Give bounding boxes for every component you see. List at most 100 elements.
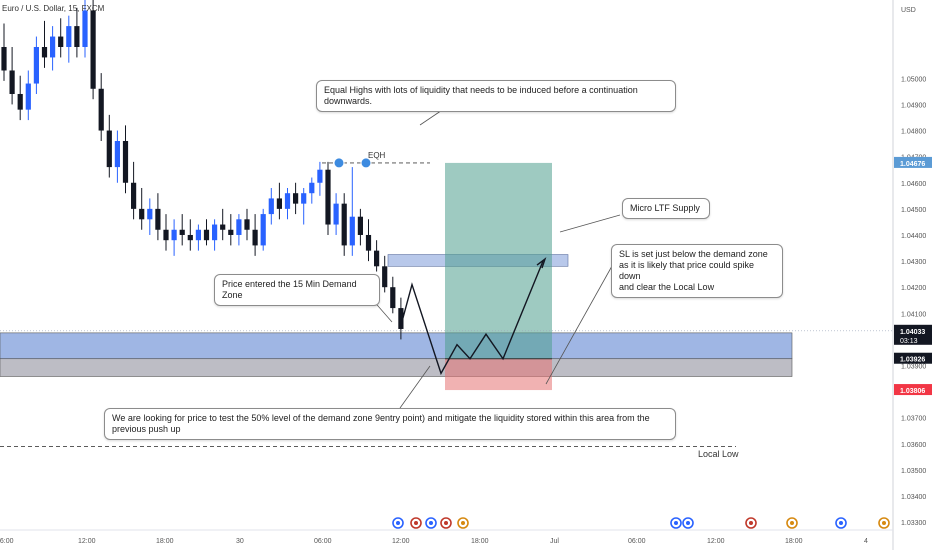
position-profit-zone[interactable] — [445, 162, 552, 359]
y-tick-label: 1.04200 — [901, 285, 926, 292]
micro-supply-pointer — [559, 214, 621, 233]
y-tick-label: 1.03900 — [901, 364, 926, 371]
candle-body — [58, 36, 64, 47]
candle-body — [357, 216, 363, 235]
x-tick-label: 12:00 — [392, 538, 410, 545]
event-flag-dot — [414, 521, 418, 525]
y-tick-label: 1.03500 — [901, 468, 926, 475]
eqh-callout[interactable]: Equal Highs with lots of liquidity that … — [316, 80, 676, 112]
projected-path-arrowhead — [536, 257, 547, 269]
price-tag-countdown: 03:13 — [900, 338, 918, 345]
demand-entered-callout[interactable]: Price entered the 15 Min Demand Zone — [214, 274, 380, 306]
candle-body — [301, 193, 307, 204]
candle-body — [25, 83, 31, 110]
x-tick-label: 18:00 — [156, 538, 174, 545]
bottom-note-text: We are looking for price to test the 50%… — [112, 413, 650, 434]
eqh-marker-2[interactable] — [360, 157, 372, 169]
event-flag-dot — [882, 521, 886, 525]
candle-body — [82, 10, 88, 47]
candle-body — [398, 308, 404, 329]
sl-pointer — [545, 265, 613, 385]
candle-body — [244, 219, 250, 230]
price-tag-4 — [894, 384, 932, 396]
y-tick-label: 1.03700 — [901, 416, 926, 423]
micro-supply-callout[interactable]: Micro LTF Supply — [622, 198, 710, 219]
demand-entered-text: Price entered the 15 Min Demand Zone — [222, 279, 357, 300]
demand-zone-upper[interactable] — [0, 332, 793, 360]
sl-note-line-2: as it is likely that price could spike d… — [619, 260, 755, 281]
price-tag-text: 1.03926 — [900, 357, 925, 364]
bottom-note-pointer — [399, 365, 431, 409]
candle-body — [293, 193, 299, 204]
symbol-title: Euro / U.S. Dollar, 15, FXCM — [2, 4, 105, 13]
candle-body — [33, 46, 39, 84]
micro-supply-text: Micro LTF Supply — [630, 203, 700, 213]
candle-body — [228, 229, 234, 235]
candle-body — [179, 229, 185, 235]
event-flag-dot — [396, 521, 400, 525]
event-flag-dot — [839, 521, 843, 525]
sl-callout[interactable]: SL is set just below the demand zone as … — [611, 244, 783, 298]
y-tick-label: 1.04900 — [901, 102, 926, 109]
x-tick-label: 12:00 — [78, 538, 96, 545]
event-flag-dot — [674, 521, 678, 525]
x-tick-label: 12:00 — [707, 538, 725, 545]
candle-body — [147, 208, 153, 220]
x-tick-label: Jul — [550, 538, 559, 545]
candle-body — [171, 229, 177, 241]
candle-body — [187, 234, 193, 241]
candle-body — [131, 182, 137, 209]
candle-body — [284, 193, 291, 209]
y-tick-label: 1.03400 — [901, 494, 926, 501]
event-flag-dot — [461, 521, 465, 525]
price-tag-text: 1.04033 — [900, 329, 925, 336]
y-tick-label: 1.03300 — [901, 520, 926, 527]
candle-body — [122, 140, 129, 183]
candle-body — [139, 208, 145, 220]
price-tag-text: 1.03806 — [900, 388, 925, 395]
sl-note-line-3: and clear the Local Low — [619, 282, 715, 292]
event-flag-dot — [749, 521, 753, 525]
projected-path[interactable] — [399, 260, 544, 376]
candle-body — [17, 93, 23, 110]
position-loss-zone[interactable] — [445, 358, 552, 391]
candle-body — [98, 88, 104, 131]
y-tick-label: 1.04500 — [901, 207, 926, 214]
candle-body — [349, 216, 355, 246]
candle-body — [50, 36, 56, 58]
bottom-callout[interactable]: We are looking for price to test the 50%… — [104, 408, 676, 440]
candle-body — [333, 203, 339, 225]
x-tick-label: 4 — [864, 538, 868, 545]
candle-body — [390, 287, 396, 309]
y-tick-label: 1.03600 — [901, 442, 926, 449]
candle-body — [252, 229, 258, 246]
currency-label: USD — [901, 7, 916, 14]
y-tick-label: 1.04300 — [901, 259, 926, 266]
eqh-marker-1[interactable] — [333, 157, 345, 169]
event-flag-dot — [444, 521, 448, 525]
x-tick-label: 18:00 — [471, 538, 489, 545]
demand-zone-lower[interactable] — [0, 358, 793, 377]
local-low-label: Local Low — [698, 449, 739, 459]
y-tick-label: 1.04100 — [901, 311, 926, 318]
candle-body — [212, 224, 218, 241]
candle-body — [220, 224, 226, 230]
candle-body — [260, 214, 266, 246]
price-axis[interactable] — [893, 0, 932, 550]
x-tick-label: 18:00 — [785, 538, 803, 545]
candle-body — [309, 182, 315, 194]
x-tick-label: 06:00 — [0, 538, 14, 545]
candle-body — [325, 169, 331, 225]
price-tag-3 — [894, 352, 932, 364]
candle-body — [66, 26, 72, 47]
candle-body — [74, 26, 80, 47]
x-tick-label: 30 — [236, 538, 244, 545]
candle-body — [163, 229, 169, 241]
candle-body — [203, 229, 210, 241]
price-tag-2 — [894, 324, 932, 345]
y-tick-label: 1.04400 — [901, 233, 926, 240]
candle-body — [341, 203, 347, 246]
candle-body — [9, 70, 15, 94]
event-flag-dot — [790, 521, 794, 525]
